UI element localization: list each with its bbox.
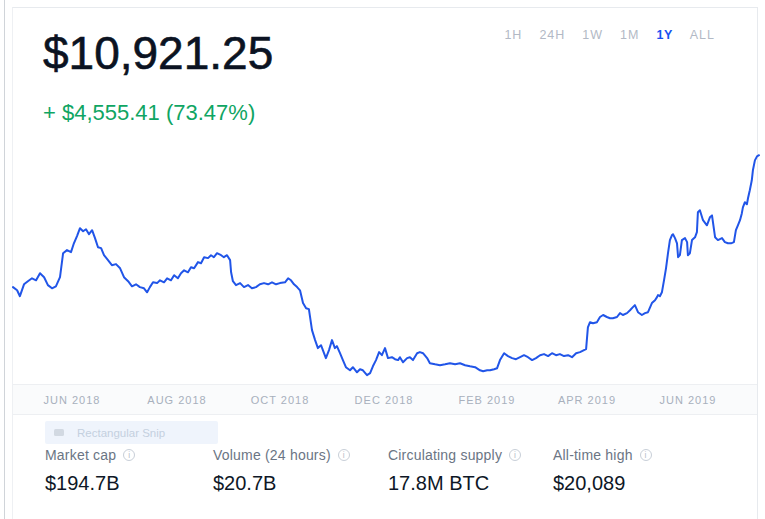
x-axis-label: JUN 2018 [44, 394, 101, 406]
tab-1h[interactable]: 1H [504, 28, 522, 42]
tab-1w[interactable]: 1W [582, 28, 603, 42]
x-axis-band: JUN 2018 AUG 2018 OCT 2018 DEC 2018 FEB … [13, 384, 757, 415]
tab-24h[interactable]: 24H [539, 28, 565, 42]
stat-market-cap: Market cap $194.7B [45, 447, 135, 495]
x-axis-label: AUG 2018 [147, 394, 206, 406]
stat-volume: Volume (24 hours) $20.7B [213, 447, 350, 495]
current-price: $10,921.25 [43, 26, 273, 80]
rectangular-snip-tooltip: Rectangular Snip [45, 421, 218, 444]
window-left-edge [4, 0, 5, 519]
snip-icon [54, 429, 64, 436]
info-icon[interactable] [123, 449, 135, 461]
snip-label: Rectangular Snip [77, 427, 165, 439]
stat-volume-value: $20.7B [213, 472, 350, 495]
x-axis-label: JUN 2019 [660, 394, 717, 406]
stat-all-time-high-value: $20,089 [553, 472, 652, 495]
stat-volume-label: Volume (24 hours) [213, 447, 331, 463]
tab-all[interactable]: ALL [690, 28, 715, 42]
tab-1y[interactable]: 1Y [656, 28, 672, 42]
stat-all-time-high-label: All-time high [553, 447, 633, 463]
x-axis-label: DEC 2018 [355, 394, 414, 406]
stat-market-cap-value: $194.7B [45, 472, 135, 495]
info-icon[interactable] [338, 449, 350, 461]
stat-circulating-supply-value: 17.8M BTC [388, 472, 521, 495]
x-axis-label: APR 2019 [558, 394, 616, 406]
info-icon[interactable] [640, 449, 652, 461]
stat-all-time-high: All-time high $20,089 [553, 447, 652, 495]
x-axis-label: FEB 2019 [459, 394, 516, 406]
stat-circulating-supply-label: Circulating supply [388, 447, 502, 463]
tab-1m[interactable]: 1M [620, 28, 639, 42]
price-change: + $4,555.41 (73.47%) [43, 100, 255, 126]
x-axis-label: OCT 2018 [251, 394, 310, 406]
stat-market-cap-label: Market cap [45, 447, 116, 463]
info-icon[interactable] [509, 449, 521, 461]
time-range-tabs: 1H 24H 1W 1M 1Y ALL [504, 28, 715, 42]
stat-circulating-supply: Circulating supply 17.8M BTC [388, 447, 521, 495]
